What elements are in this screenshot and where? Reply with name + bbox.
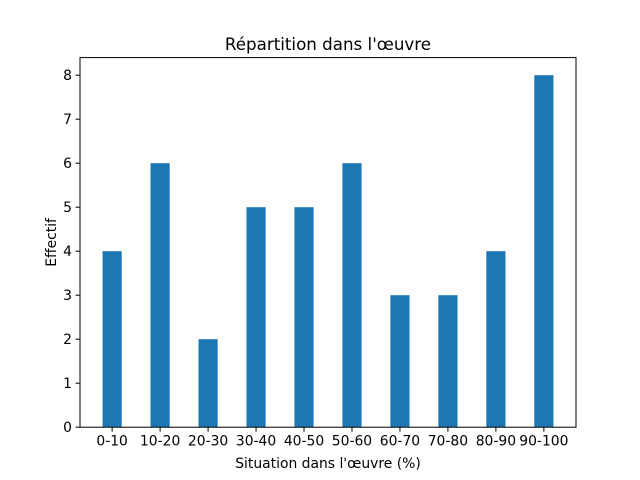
plot-area: 0 1 2 3 4 5 6 7 8 0-10 10-20 20-30 30-40 40-50 50-60 60…: [63, 57, 577, 450]
bar-10-20: [150, 163, 170, 428]
bar-70-80: [438, 295, 458, 428]
x-tick-label: 90-100: [519, 434, 568, 450]
y-tick-label: 2: [63, 332, 72, 348]
y-tick-label: 7: [63, 112, 72, 128]
bar-60-70: [390, 295, 410, 428]
bar-50-60: [342, 163, 362, 428]
x-tick-label: 60-70: [380, 434, 420, 450]
y-tick-label: 8: [63, 68, 72, 84]
axes-spines: [79, 57, 577, 428]
y-tick-label: 1: [63, 376, 72, 392]
chart-title: Répartition dans l'œuvre: [225, 34, 431, 54]
x-tick-label: 80-90: [476, 434, 516, 450]
y-tick-label: 0: [63, 420, 72, 436]
bar-40-50: [294, 207, 314, 428]
bar-90-100: [534, 75, 554, 428]
y-tick-label: 6: [63, 156, 72, 172]
bar-0-10: [102, 251, 122, 428]
bar-30-40: [246, 207, 266, 428]
bar-20-30: [198, 339, 218, 428]
y-tick-label: 5: [63, 200, 72, 216]
y-axis-label: Effectif: [44, 217, 60, 267]
x-tick-label: 0-10: [96, 434, 128, 450]
x-tick-label: 20-30: [188, 434, 228, 450]
x-tick-label: 40-50: [284, 434, 324, 450]
x-tick-label: 10-20: [140, 434, 180, 450]
x-tick-label: 70-80: [428, 434, 468, 450]
x-axis-label: Situation dans l'œuvre (%): [235, 456, 421, 472]
y-tick-label: 3: [63, 288, 72, 304]
x-tick-label: 50-60: [332, 434, 372, 450]
bar-80-90: [486, 251, 506, 428]
x-tick-label: 30-40: [236, 434, 276, 450]
y-tick-label: 4: [63, 244, 72, 260]
